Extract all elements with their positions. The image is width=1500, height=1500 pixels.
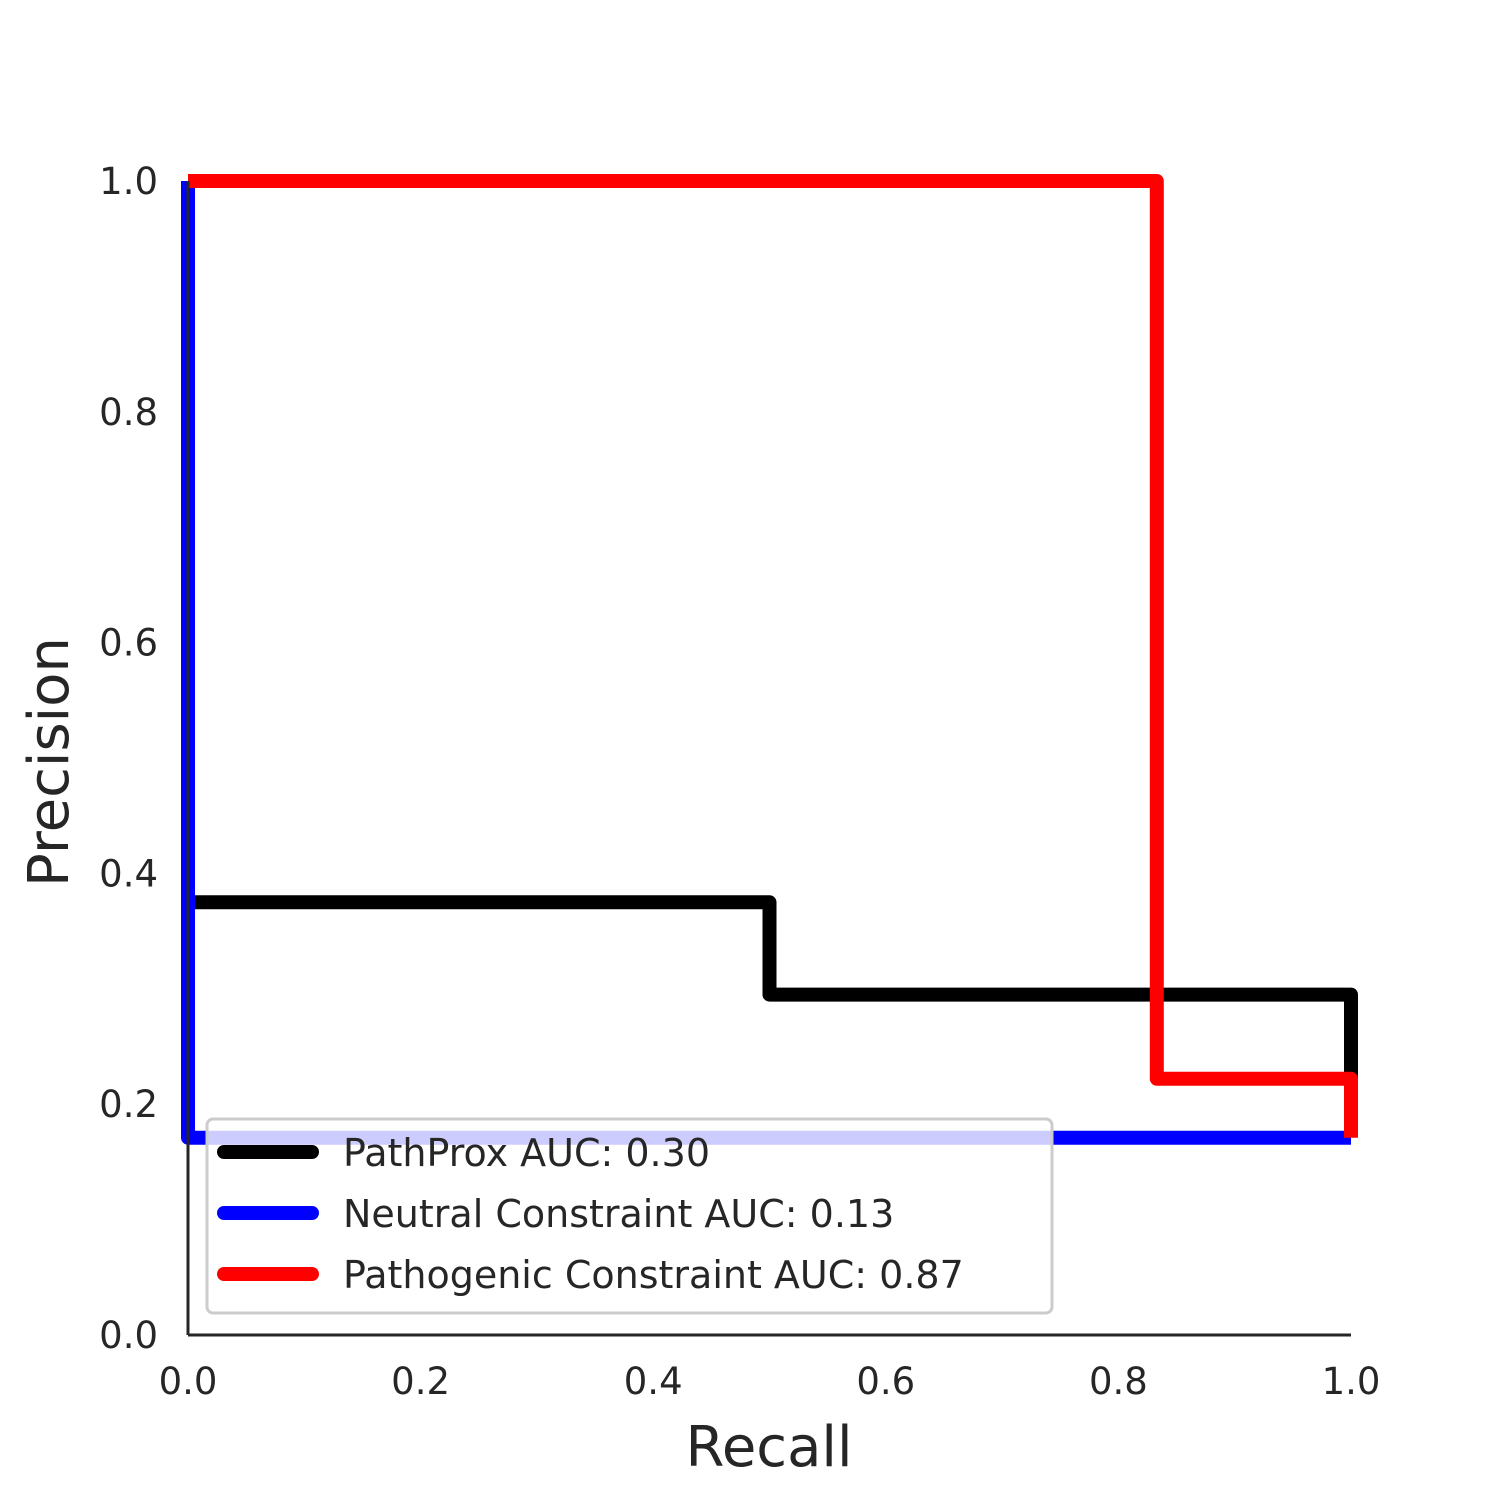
legend-label-pathprox: PathProx AUC: 0.30 — [343, 1131, 710, 1175]
series-line-pathprox — [188, 895, 1358, 1132]
y-axis-label: Precision — [17, 637, 82, 887]
x-axis-label: Recall — [685, 1415, 852, 1480]
y-tick-labels: 0.0 0.2 0.4 0.6 0.8 1.0 — [99, 160, 158, 1357]
x-tick-label: 0.8 — [1089, 1360, 1148, 1403]
x-tick-label: 1.0 — [1322, 1360, 1381, 1403]
legend-label-pathogenic: Pathogenic Constraint AUC: 0.87 — [343, 1253, 964, 1297]
y-tick-label: 0.6 — [99, 622, 158, 665]
x-tick-label: 0.4 — [624, 1360, 683, 1403]
x-tick-label: 0.6 — [856, 1360, 915, 1403]
y-tick-label: 0.8 — [99, 391, 158, 434]
legend-box — [205, 1117, 1054, 1315]
legend: PathProx AUC: 0.30 Neutral Constraint AUC… — [205, 1117, 1054, 1315]
series-line-pathogenic — [188, 174, 1358, 1138]
x-tick-label: 0.2 — [391, 1360, 450, 1403]
y-tick-label: 0.4 — [99, 852, 158, 895]
x-tick-label: 0.0 — [159, 1360, 218, 1403]
y-tick-label: 0.0 — [99, 1314, 158, 1357]
y-tick-label: 1.0 — [99, 160, 158, 203]
legend-label-neutral: Neutral Constraint AUC: 0.13 — [343, 1192, 894, 1236]
y-tick-label: 0.2 — [99, 1083, 158, 1126]
x-tick-labels: 0.0 0.2 0.4 0.6 0.8 1.0 — [159, 1360, 1381, 1403]
legend-items: PathProx AUC: 0.30 Neutral Constraint AUC… — [217, 1131, 964, 1297]
